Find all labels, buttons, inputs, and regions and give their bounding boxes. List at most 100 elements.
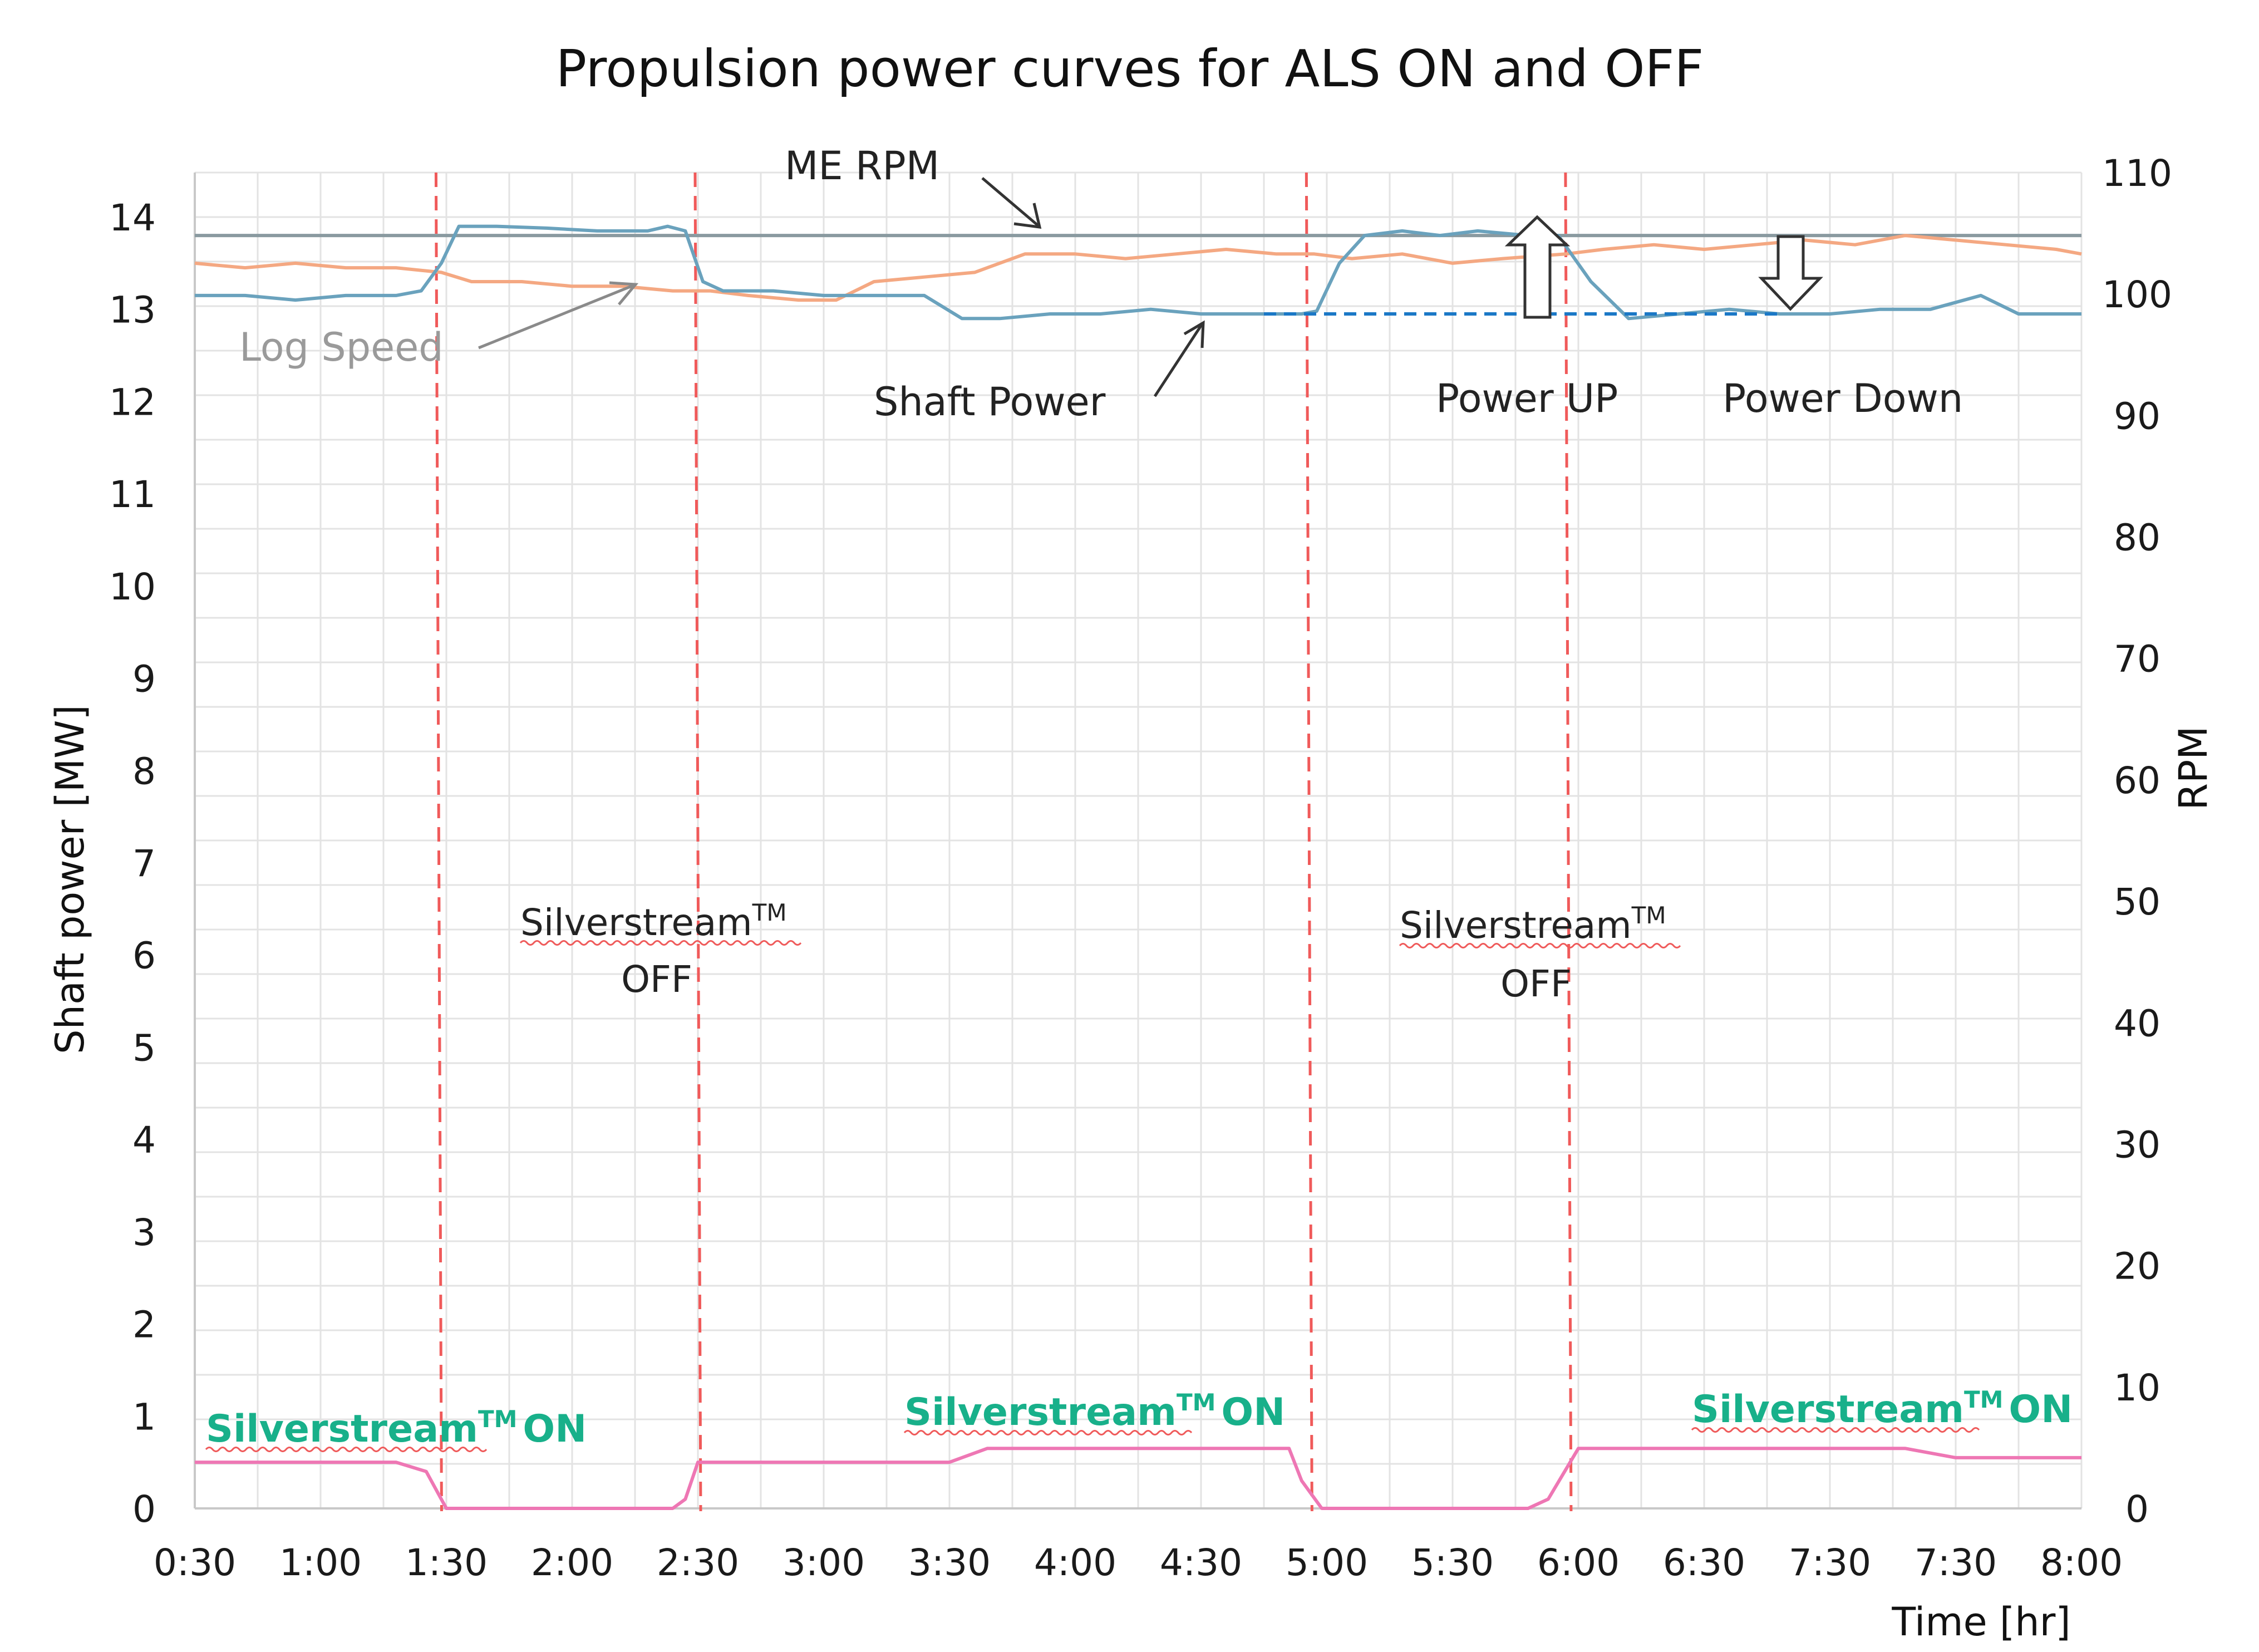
spellcheck-underline <box>1691 1427 1980 1433</box>
x-tick-label: 8:00 <box>2040 1541 2123 1584</box>
y-axis-right-label: RPM <box>2171 726 2216 810</box>
x-axis-label: Time [hr] <box>1891 1599 2070 1645</box>
silverstream-off-label-1: SilverstreamTM <box>519 899 802 946</box>
series <box>194 172 2082 1512</box>
grid <box>194 171 2083 1510</box>
y-right-tick-label: 110 <box>2102 152 2172 195</box>
x-tick-label: 4:30 <box>1160 1541 1242 1584</box>
y-left-tick-label: 13 <box>109 289 156 332</box>
annotations: ME RPM Log Speed Shaft Power Power UP Power … <box>205 143 2073 1452</box>
y-right-tick-label: 100 <box>2102 273 2172 316</box>
me-rpm-arrow-head <box>1013 203 1042 229</box>
y-right-tick-label: 10 <box>2114 1366 2160 1409</box>
switch-line <box>1564 172 1573 1512</box>
silverstream-off-label-2: SilverstreamTM <box>1399 902 1681 948</box>
x-tick-label: 7:30 <box>1789 1541 1871 1584</box>
silverstream-on-label-3: SilverstreamTM ON <box>1691 1386 2073 1433</box>
me-rpm-label: ME RPM <box>785 143 939 189</box>
power-up-label: Power UP <box>1436 376 1618 421</box>
switch-line <box>434 172 443 1512</box>
off-label-2: OFF <box>1500 962 1572 1005</box>
y-right-tick-label: 0 <box>2125 1488 2149 1531</box>
x-tick-label: 6:00 <box>1537 1541 1620 1584</box>
x-tick-label: 5:00 <box>1286 1541 1368 1584</box>
silverstream-on-label-2: SilverstreamTM ON <box>903 1389 1285 1435</box>
x-tick-label: 3:30 <box>908 1541 991 1584</box>
log-speed-label: Log Speed <box>239 324 444 370</box>
y-right-tick-label: 70 <box>2114 638 2160 681</box>
silverstream-on-label-2-text: SilverstreamTM ON <box>904 1389 1285 1434</box>
off-label-1: OFF <box>621 958 692 1001</box>
y-right-tick-label: 60 <box>2114 759 2160 802</box>
silverstream-off-label-1-text: SilverstreamTM <box>520 899 787 944</box>
spellcheck-underline <box>1399 943 1681 948</box>
state-word: ON <box>2009 1388 2073 1432</box>
silverstream-word: Silverstream <box>206 1407 478 1451</box>
x-tick-label: 2:30 <box>657 1541 739 1584</box>
x-tick-label: 2:00 <box>531 1541 613 1584</box>
chart-title: Propulsion power curves for ALS ON and O… <box>556 39 1704 99</box>
y-left-tick-label: 2 <box>132 1304 156 1346</box>
x-tick-label: 6:30 <box>1663 1541 1745 1584</box>
switch-line <box>693 172 702 1512</box>
silverstream-word: Silverstream <box>1400 904 1632 947</box>
als-state-line <box>195 1447 2081 1510</box>
x-tick-label: 3:00 <box>782 1541 865 1584</box>
shaft-power-label: Shaft Power <box>874 379 1106 425</box>
x-tick-label: 7:30 <box>1915 1541 1997 1584</box>
x-tick-label: 0:30 <box>154 1541 236 1584</box>
y-left-tick-label: 6 <box>132 935 156 977</box>
silverstream-on-label-3-text: SilverstreamTM ON <box>1692 1386 2073 1432</box>
y-right-tick-label: 50 <box>2114 881 2160 923</box>
silverstream-on-label-1: SilverstreamTM ON <box>205 1405 587 1452</box>
y-left-tick-label: 4 <box>132 1119 156 1162</box>
y-left-tick-label: 3 <box>132 1211 156 1254</box>
silverstream-off-label-2-text: SilverstreamTM <box>1400 902 1666 947</box>
switch-line <box>1305 172 1313 1512</box>
silverstream-word: Silverstream <box>904 1390 1177 1434</box>
y-left-tick-label: 5 <box>132 1026 156 1069</box>
y-right-tick-label: 20 <box>2114 1245 2160 1288</box>
silverstream-on-label-1-text: SilverstreamTM ON <box>206 1405 587 1451</box>
spellcheck-underline <box>519 940 802 946</box>
state-word: ON <box>1221 1390 1285 1434</box>
shaft-power-arrow <box>1153 323 1204 397</box>
silverstream-word: Silverstream <box>1692 1388 1964 1432</box>
power-up-arrow-icon <box>1504 215 1571 319</box>
spellcheck-underline <box>205 1447 488 1452</box>
shaft-power-line <box>195 224 2081 321</box>
y-left-tick-label: 1 <box>132 1395 156 1438</box>
trademark-sup: TM <box>1631 902 1666 929</box>
x-tick-label: 4:00 <box>1034 1541 1116 1584</box>
me-rpm-arrow <box>981 177 1039 227</box>
x-tick-label: 5:30 <box>1411 1541 1494 1584</box>
power-down-arrow-icon <box>1758 235 1823 311</box>
power-down-label: Power Down <box>1722 376 1963 421</box>
ticks: 0:30 1:00 1:30 2:00 2:30 3:00 3:30 4:00 4:30 5:00… <box>109 152 2172 1584</box>
trademark-sup: TM <box>478 1405 517 1433</box>
x-tick-label: 1:00 <box>279 1541 362 1584</box>
y-left-tick-label: 9 <box>132 658 156 701</box>
silverstream-word: Silverstream <box>520 901 752 944</box>
y-left-tick-label: 7 <box>132 842 156 885</box>
y-right-tick-label: 90 <box>2114 395 2160 437</box>
log-speed-line <box>194 234 2082 302</box>
trademark-sup: TM <box>1177 1389 1215 1416</box>
y-left-tick-label: 8 <box>132 750 156 793</box>
y-left-tick-label: 0 <box>132 1488 156 1531</box>
log-speed-arrow-head <box>609 281 639 306</box>
trademark-sup: TM <box>752 899 787 926</box>
log-speed-arrow <box>478 283 635 350</box>
y-right-tick-label: 80 <box>2114 517 2160 559</box>
x-tick-label: 1:30 <box>405 1541 488 1584</box>
spellcheck-underline <box>903 1430 1193 1435</box>
y-left-tick-label: 10 <box>109 566 156 608</box>
trademark-sup: TM <box>1964 1386 2003 1413</box>
state-word: ON <box>523 1407 587 1451</box>
y-left-tick-label: 12 <box>109 381 156 424</box>
y-right-tick-label: 40 <box>2114 1002 2160 1045</box>
y-axis-left-label: Shaft power [MW] <box>47 705 93 1054</box>
y-left-tick-label: 14 <box>109 196 156 239</box>
shaft-power-arrow-head <box>1183 320 1205 348</box>
y-left-tick-label: 11 <box>109 473 156 516</box>
